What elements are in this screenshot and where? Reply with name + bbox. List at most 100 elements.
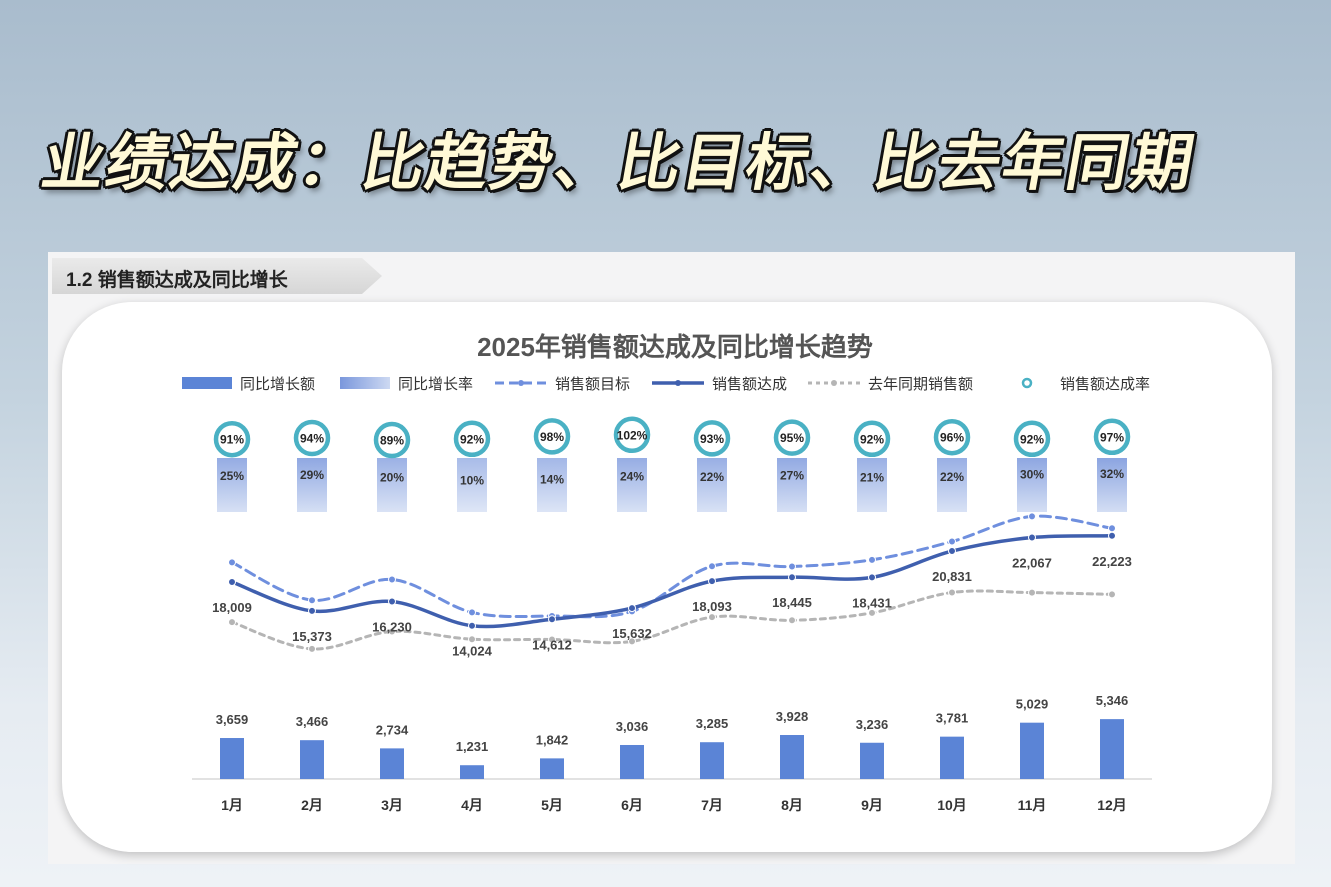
last-year-sales-line-marker [788, 616, 796, 625]
growth-amount-label: 3,659 [216, 712, 249, 727]
achievement-rate-circle [293, 419, 331, 457]
growth-rate-bar [297, 458, 327, 512]
x-tick-label: 11月 [1018, 797, 1047, 813]
x-tick-label: 2月 [301, 797, 323, 813]
growth-amount-label: 3,781 [936, 711, 969, 726]
x-tick-label: 5月 [541, 797, 563, 813]
achievement-rate-circles: 91% 94% 89% 92% 98% 102% 93% 95% 92% 96% 92% 97% [213, 416, 1131, 459]
growth-amount-bar [220, 738, 244, 779]
achievement-rate-circle [1013, 420, 1051, 458]
last-year-sales-line-marker [628, 637, 636, 646]
chart-legend: 同比增长额 同比增长率 销售额目标 销售额达成 去年同期销售额 销售额达成率 [182, 376, 1150, 393]
sales-actual-label: 22,223 [1092, 554, 1132, 569]
sales-target-line-marker [1108, 524, 1116, 533]
growth-rate-label: 24% [620, 469, 644, 483]
section-tag: 1.2 销售额达成及同比增长 [52, 258, 382, 294]
sales-actual-line-marker [628, 604, 636, 613]
growth-amount-label: 5,029 [1016, 697, 1049, 712]
growth-rate-bar [377, 458, 407, 512]
legend-swatch-actual-marker [675, 380, 681, 386]
sales-actual-line-marker [788, 573, 796, 582]
sales-actual-label: 18,445 [772, 595, 812, 610]
growth-rate-bar [937, 458, 967, 512]
achievement-rate-label: 96% [940, 431, 964, 445]
growth-rate-bar [1017, 458, 1047, 512]
achievement-rate-circle [773, 419, 811, 456]
sales-actual-label: 18,431 [852, 595, 892, 610]
growth-rate-label: 29% [300, 468, 324, 482]
legend-swatch-growth-amount [182, 377, 232, 389]
achievement-rate-label: 92% [1020, 432, 1044, 446]
x-tick-label: 8月 [781, 797, 803, 813]
sales-actual-label: 15,632 [612, 626, 652, 641]
growth-amount-bar [300, 740, 324, 779]
sales-actual-label: 22,067 [1012, 556, 1052, 571]
achievement-rate-label: 102% [617, 428, 648, 442]
sales-actual-label: 14,612 [532, 637, 572, 652]
achievement-rate-label: 93% [700, 432, 724, 446]
legend-label: 同比增长额 [240, 376, 315, 393]
last-year-sales-line-marker [868, 608, 876, 617]
growth-rate-label: 14% [540, 472, 564, 486]
growth-rate-bar [697, 458, 727, 512]
growth-rate-label: 27% [780, 469, 804, 483]
x-tick-label: 7月 [701, 797, 723, 813]
achievement-rate-circle [693, 420, 731, 457]
sales-actual-label: 15,373 [292, 629, 332, 644]
legend-swatch-target-marker [518, 380, 524, 386]
growth-amount-label: 1,842 [536, 732, 569, 747]
growth-amount-bar [1100, 719, 1124, 779]
x-tick-label: 3月 [381, 797, 403, 813]
legend-swatch-last-year-marker [831, 380, 837, 386]
last-year-sales-line-marker [1108, 590, 1116, 599]
last-year-sales-line-marker [1028, 588, 1036, 597]
sales-actual-line [230, 534, 1114, 629]
legend-swatch-achievement-rate [1021, 377, 1033, 389]
sales-actual-line-marker [868, 573, 876, 582]
growth-amount-bar [460, 765, 484, 779]
achievement-rate-label: 98% [540, 430, 564, 444]
growth-amount-label: 3,285 [696, 716, 729, 731]
last-year-sales-line-marker [468, 635, 476, 644]
growth-rate-label: 21% [860, 470, 884, 484]
sales-actual-line-marker [548, 615, 556, 624]
growth-amount-label: 3,466 [296, 714, 329, 729]
last-year-sales-line-marker [388, 627, 396, 636]
growth-rate-label: 22% [700, 470, 724, 484]
sales-actual-line-marker [228, 578, 236, 586]
growth-amount-bar [380, 748, 404, 779]
x-tick-label: 10月 [937, 797, 967, 813]
growth-amount-label: 3,236 [856, 717, 889, 732]
achievement-rate-label: 91% [220, 433, 244, 447]
sales-target-line-marker [708, 562, 716, 571]
growth-amount-label: 5,346 [1096, 693, 1129, 708]
growth-rate-bar [617, 458, 647, 512]
last-year-sales-line-marker [228, 618, 236, 627]
section-tag-label: 1.2 销售额达成及同比增长 [66, 270, 288, 291]
achievement-rate-circle [373, 421, 411, 459]
sales-target-line-marker [948, 537, 956, 546]
growth-rate-label: 32% [1100, 467, 1124, 481]
sales-actual-label: 14,024 [452, 644, 493, 659]
growth-rate-bar [777, 458, 807, 512]
growth-rate-bar [457, 458, 487, 512]
legend-label: 同比增长率 [398, 376, 473, 393]
sales-target-line-marker [388, 575, 396, 584]
growth-rate-bar [217, 458, 247, 512]
achievement-rate-circle [853, 420, 891, 458]
last-year-sales-line [230, 589, 1114, 651]
achievement-rate-circle [213, 420, 251, 458]
growth-amount-bar [540, 758, 564, 779]
growth-rate-bar [537, 458, 567, 512]
sales-target-line-marker [468, 608, 476, 617]
achievement-rate-circle [533, 418, 571, 455]
achievement-rate-label: 92% [860, 432, 884, 446]
achievement-rate-circle [1093, 418, 1131, 456]
growth-rate-label: 10% [460, 474, 484, 488]
sales-actual-line-marker [708, 577, 716, 586]
sales-target-line-marker [1028, 512, 1036, 521]
growth-rate-label: 25% [220, 469, 244, 483]
sales-target-line-marker [308, 596, 316, 605]
growth-rate-bar [857, 458, 887, 512]
